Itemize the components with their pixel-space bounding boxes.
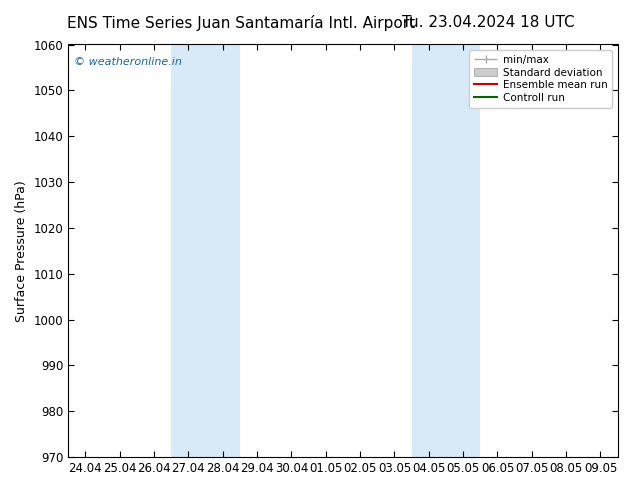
Bar xyxy=(411,45,481,457)
Bar xyxy=(171,45,240,457)
Text: Tu. 23.04.2024 18 UTC: Tu. 23.04.2024 18 UTC xyxy=(402,15,574,30)
Legend: min/max, Standard deviation, Ensemble mean run, Controll run: min/max, Standard deviation, Ensemble me… xyxy=(469,49,612,108)
Text: © weatheronline.in: © weatheronline.in xyxy=(74,57,181,67)
Text: ENS Time Series Juan Santamaría Intl. Airport: ENS Time Series Juan Santamaría Intl. Ai… xyxy=(67,15,415,31)
Y-axis label: Surface Pressure (hPa): Surface Pressure (hPa) xyxy=(15,180,28,322)
